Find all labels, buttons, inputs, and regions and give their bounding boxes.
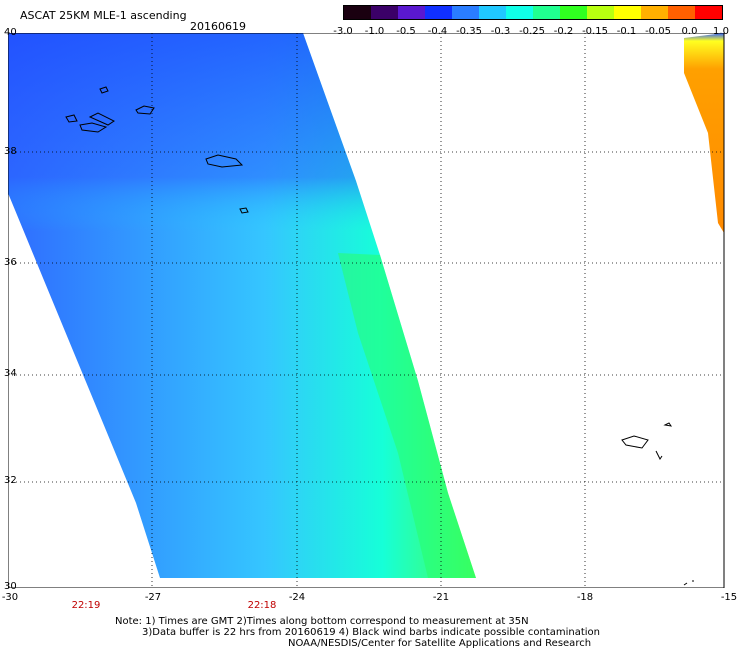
- product-date: 20160619: [190, 20, 246, 33]
- lon-tick-21w: -21: [432, 592, 450, 603]
- note-line-3: NOAA/NESDIS/Center for Satellite Applica…: [288, 638, 592, 649]
- note-line-1: Note: 1) Times are GMT 2)Times along bot…: [115, 616, 529, 627]
- colorbar-swatch: [668, 6, 695, 19]
- colorbar-swatch: [641, 6, 668, 19]
- colorbar-label: 1.0: [713, 26, 729, 37]
- product-title: ASCAT 25KM MLE-1 ascending: [20, 9, 187, 22]
- colorbar-label: -0.4: [427, 26, 448, 37]
- colorbar-label: 0.0: [681, 26, 698, 37]
- lon-tick-27w: -27: [144, 592, 162, 603]
- lat-tick-30: 30: [4, 581, 17, 592]
- colorbar: [343, 5, 723, 20]
- colorbar-swatch: [425, 6, 452, 19]
- map-frame: [8, 33, 725, 588]
- lat-tick-38: 38: [4, 146, 17, 157]
- colorbar-label: -0.05: [645, 26, 671, 37]
- lat-tick-40: 40: [4, 27, 17, 38]
- colorbar-swatch: [371, 6, 398, 19]
- colorbar-swatch: [344, 6, 371, 19]
- lat-tick-32: 32: [4, 475, 17, 486]
- time-label-east: 22:18: [247, 600, 277, 611]
- graticule: [8, 33, 724, 588]
- colorbar-swatch: [533, 6, 560, 19]
- lat-tick-36: 36: [4, 257, 17, 268]
- colorbar-label: -0.3: [490, 26, 511, 37]
- map-plot: [8, 33, 725, 588]
- colorbar-label: -0.5: [396, 26, 416, 37]
- note-line-2: 3)Data buffer is 22 hrs from 20160619 4)…: [142, 627, 600, 638]
- swath-low-value-zone: [8, 33, 380, 353]
- lat-tick-34: 34: [4, 368, 17, 379]
- colorbar-label: -0.15: [582, 26, 608, 37]
- colorbar-swatch: [479, 6, 506, 19]
- colorbar-label: -0.1: [616, 26, 637, 37]
- colorbar-swatch: [587, 6, 614, 19]
- lon-tick-15w: -15: [720, 592, 738, 603]
- lon-tick-30w: -30: [1, 592, 19, 603]
- time-label-west: 22:19: [71, 600, 101, 611]
- colorbar-label: -0.25: [519, 26, 545, 37]
- lon-tick-18w: -18: [576, 592, 594, 603]
- colorbar-swatch: [452, 6, 479, 19]
- colorbar-label: -3.0: [333, 26, 353, 37]
- colorbar-swatch: [506, 6, 533, 19]
- colorbar-swatch: [560, 6, 587, 19]
- coastlines: [65, 86, 694, 586]
- lon-tick-24w: -24: [288, 592, 306, 603]
- colorbar-swatch: [614, 6, 641, 19]
- colorbar-swatch: [695, 6, 722, 19]
- colorbar-label: -0.2: [553, 26, 574, 37]
- eastern-swath-fragment: [684, 33, 724, 233]
- swath-high-value-zone: [338, 253, 476, 578]
- colorbar-swatch: [398, 6, 425, 19]
- colorbar-label: -1.0: [364, 26, 385, 37]
- colorbar-label: -0.35: [456, 26, 482, 37]
